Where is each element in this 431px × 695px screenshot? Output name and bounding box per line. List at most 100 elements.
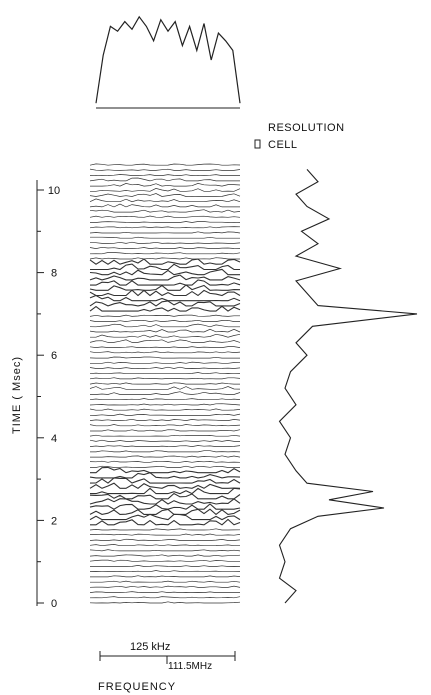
waterfall-trace [89,356,240,359]
waterfall-trace [89,226,241,229]
time-tick-label: 8 [51,268,57,280]
time-profile-line [278,169,418,604]
waterfall-trace [90,518,241,526]
waterfall-trace [90,279,241,286]
waterfall-trace [89,477,241,484]
waterfall-trace [90,465,240,468]
waterfall-trace [89,559,240,562]
waterfall-trace [89,596,241,599]
waterfall-trace [89,328,241,333]
waterfall-trace [89,174,240,176]
resolution-label-line2: CELL [268,139,298,151]
waterfall-trace [89,289,241,297]
waterfall-trace [89,382,240,385]
waterfall-trace [89,203,240,208]
waterfall-trace [89,460,241,463]
waterfall-trace [90,263,240,271]
waterfall-trace [89,215,241,218]
waterfall-trace [89,372,241,375]
waterfall-trace [89,246,241,249]
frequency-span-label: 125 kHz [130,641,170,653]
waterfall-trace [89,351,241,354]
waterfall-trace [90,580,241,583]
waterfall-trace [90,361,241,364]
frequency-center-label: 111.5MHz [168,661,212,672]
waterfall-trace [89,300,241,307]
waterfall-traces [89,163,241,604]
waterfall-trace [89,538,241,541]
waterfall-trace [89,294,241,302]
waterfall-trace [89,513,241,521]
waterfall-trace [90,565,241,567]
waterfall-trace [89,403,241,406]
waterfall-trace [89,413,241,416]
waterfall-trace [90,221,241,223]
waterfall-trace [89,508,241,516]
waterfall-trace [89,323,240,328]
waterfall-trace [89,503,241,510]
waterfall-trace [89,418,241,421]
waterfall-trace [90,429,241,432]
waterfall-trace [89,601,241,604]
waterfall-trace [89,319,240,322]
waterfall-trace [90,188,241,192]
waterfall-trace [89,472,241,479]
time-tick-label: 10 [48,185,60,197]
waterfall-trace [89,482,241,489]
waterfall-trace [89,498,241,505]
waterfall-trace [90,455,241,458]
time-axis-label: TIME ( Msec) [11,356,23,434]
waterfall-trace [89,268,240,276]
waterfall-trace [89,305,241,312]
waterfall-trace [89,257,240,260]
time-tick-label: 2 [51,515,57,527]
time-tick-label: 6 [51,350,57,362]
waterfall-trace [89,274,241,281]
waterfall-trace [90,333,241,338]
waterfall-trace [89,366,241,369]
waterfall-trace [89,492,241,500]
waterfall-trace [89,544,240,547]
waterfall-trace [90,450,241,453]
waterfall-trace [89,177,240,182]
waterfall-trace [89,163,241,166]
frequency-axis-label: FREQUENCY [98,681,176,693]
waterfall-trace [89,193,241,197]
time-tick-label: 0 [51,598,57,610]
waterfall-trace [89,445,241,447]
waterfall-trace [90,241,241,244]
waterfall-trace [89,386,241,390]
waterfall-trace [89,346,241,348]
waterfall-trace [90,391,241,395]
resolution-cell-marker [254,139,261,149]
time-tick-label: 4 [51,433,57,445]
waterfall-trace [89,408,241,411]
waterfall-trace [89,424,241,427]
waterfall-trace [89,231,241,234]
waterfall-trace [89,570,241,573]
waterfall-trace [90,236,240,239]
waterfall-trace [89,252,241,255]
waterfall-trace [89,585,241,588]
waterfall-trace [89,284,241,291]
waterfall-trace [89,554,241,557]
top-spectrum-line [95,15,241,104]
waterfall-trace [89,549,241,552]
waterfall-trace [90,487,241,495]
waterfall-trace [89,198,241,203]
waterfall-trace [90,466,241,474]
waterfall-trace [90,575,241,578]
waterfall-trace [89,528,241,531]
waterfall-trace [89,339,241,343]
waterfall-trace [89,591,240,593]
waterfall-trace [90,183,241,187]
waterfall-trace [89,533,241,536]
waterfall-trace [89,209,241,213]
waterfall-trace [89,258,241,265]
waterfall-trace [89,434,241,437]
time-axis-ticks: 0 2 4 6 8 10 [37,185,60,610]
waterfall-trace [89,439,240,442]
resolution-label-line1: RESOLUTION [268,122,345,134]
waterfall-trace [89,377,241,380]
